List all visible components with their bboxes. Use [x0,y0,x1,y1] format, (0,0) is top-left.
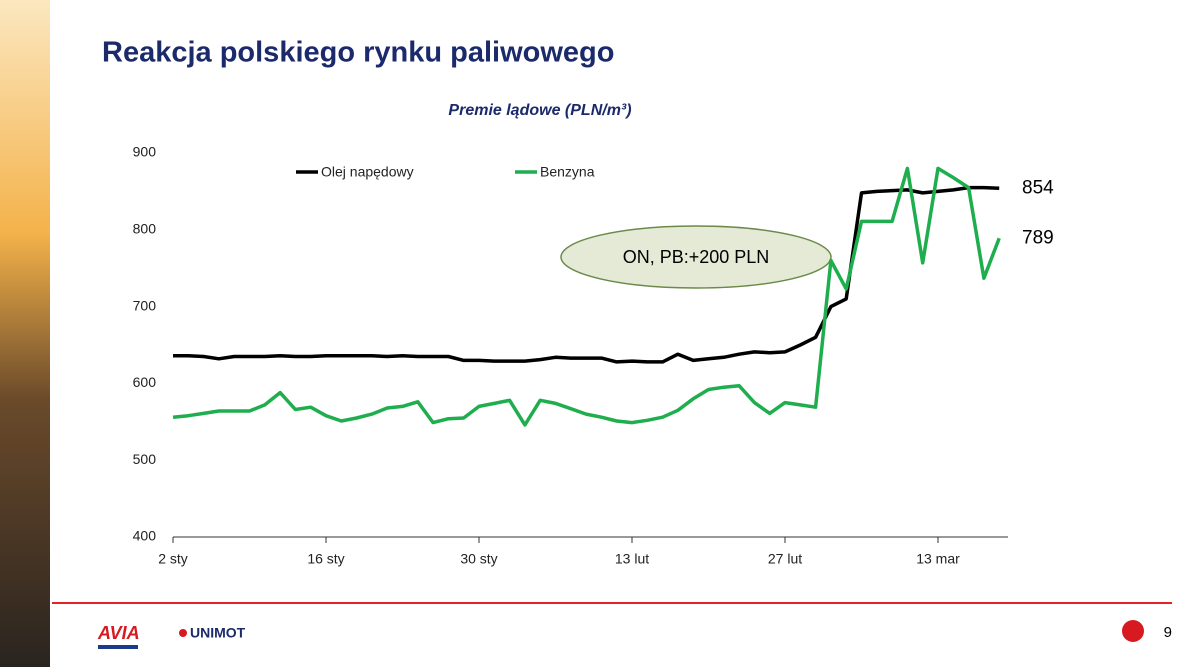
x-tick-label: 30 sty [460,551,497,567]
x-tick-label: 13 mar [916,551,960,567]
plot: 400 500 600 700 800 900 2 sty 16 sty 30 sty 13 lu… [133,144,1054,567]
series-line [172,166,1001,427]
logo-avia: AVIA [97,623,140,643]
x-tick-label: 27 lut [768,551,802,567]
brand-icon [1122,620,1144,642]
page-number: 9 [1164,624,1172,641]
y-tick-label: 700 [133,297,157,313]
y-tick-label: 800 [133,221,157,237]
x-tick-label: 2 sty [158,551,188,567]
annotation: ON, PB:+200 PLN [623,247,770,267]
logo-unimot: UNIMOT [190,625,246,641]
annotation-bubble [560,225,832,289]
side-image [0,0,50,667]
slide-title: Reakcja polskiego rynku paliwowego [102,37,614,69]
y-tick-label: 900 [133,144,157,160]
logo-drop [179,629,187,637]
x-tick-label: 16 sty [307,551,344,567]
series-line [173,185,1000,364]
x-tick-label: 13 lut [615,551,649,567]
y-tick-label: 400 [133,528,157,544]
logo-underline [98,645,138,649]
end-label: 854 [1022,177,1054,198]
legend-label: Olej napędowy [321,164,414,180]
legend-label: Benzyna [540,164,595,180]
chart-title: Premie lądowe (PLN/m³) [448,102,631,119]
y-tick-label: 500 [133,451,157,467]
end-label: 789 [1022,227,1054,248]
y-tick-label: 600 [133,374,157,390]
